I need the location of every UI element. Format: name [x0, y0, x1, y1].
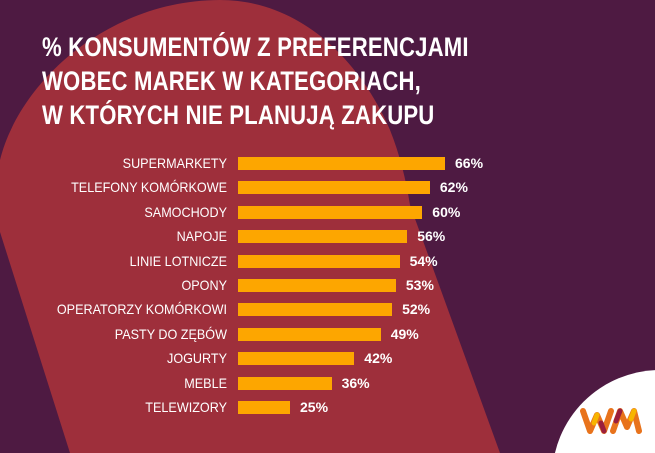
bar-row: OPONY 53% [0, 277, 655, 293]
value-label: 53% [405, 277, 434, 293]
bar-row: TELEFONY KOMÓRKOWE 62% [0, 179, 655, 196]
logo-circle [554, 370, 655, 453]
bar [238, 376, 332, 390]
value-label: 36% [341, 374, 370, 391]
title-line-2: WOBEC MAREK W KATEGORIACH, [42, 66, 421, 96]
bar-row: LINIE LOTNICZE 54% [0, 252, 655, 269]
bar [238, 254, 400, 268]
bar [238, 157, 445, 170]
category-label: MEBLE [184, 374, 227, 391]
category-label: TELEWIZORY [145, 399, 227, 415]
bar-row: MEBLE 36% [0, 374, 655, 391]
category-label: SAMOCHODY [144, 203, 227, 220]
bar-row: NAPOJE 56% [0, 228, 655, 245]
bar [238, 205, 423, 219]
category-label: SUPERMARKETY [122, 155, 227, 171]
title-line-1: % KONSUMENTÓW Z PREFERENCJAMI [42, 32, 469, 62]
chart-title: % KONSUMENTÓW Z PREFERENCJAMI WOBEC MARE… [42, 30, 469, 132]
value-label: 60% [432, 203, 461, 220]
category-label: PASTY DO ZĘBÓW [114, 325, 227, 342]
bar [238, 279, 396, 292]
value-label: 62% [439, 179, 468, 196]
bar [238, 181, 430, 195]
bar-row: PASTY DO ZĘBÓW 49% [0, 325, 655, 342]
category-label: OPERATORZY KOMÓRKOWI [56, 301, 227, 318]
bar-row: SUPERMARKETY 66% [0, 155, 655, 171]
value-label: 54% [409, 252, 438, 269]
category-label: JOGURTY [167, 350, 227, 367]
category-label: NAPOJE [176, 228, 227, 245]
bar-row: OPERATORZY KOMÓRKOWI 52% [0, 301, 655, 318]
category-label: OPONY [181, 277, 227, 293]
bar [238, 303, 393, 317]
value-label: 49% [390, 325, 419, 342]
bar [238, 230, 408, 244]
bar-row: TELEWIZORY 25% [0, 399, 655, 415]
value-label: 42% [364, 350, 393, 367]
title-line-3: W KTÓRYCH NIE PLANUJĄ ZAKUPU [42, 100, 435, 130]
category-label: TELEFONY KOMÓRKOWE [71, 179, 228, 196]
category-label: LINIE LOTNICZE [129, 252, 227, 269]
bar [238, 401, 290, 414]
bar [238, 352, 355, 366]
value-label: 56% [417, 228, 446, 245]
wm-logo-icon [580, 408, 642, 434]
bar-row: JOGURTY 42% [0, 350, 655, 367]
value-label: 25% [300, 399, 329, 415]
value-label: 52% [402, 301, 431, 318]
bar-row: SAMOCHODY 60% [0, 203, 655, 220]
bar [238, 327, 381, 341]
value-label: 66% [455, 155, 484, 171]
